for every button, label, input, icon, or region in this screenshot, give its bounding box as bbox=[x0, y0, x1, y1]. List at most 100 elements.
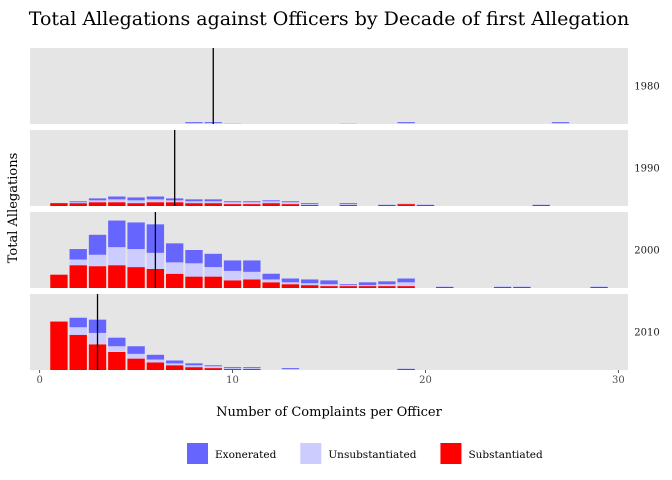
legend-key-unsubstantiated bbox=[300, 443, 322, 464]
bar-exonerated-x11 bbox=[243, 201, 261, 203]
bar-unsubstantiated-x3 bbox=[88, 200, 107, 203]
bar-unsubstantiated-x8 bbox=[185, 123, 203, 124]
bar-exonerated-x16 bbox=[339, 284, 357, 286]
strip-label: 1980 bbox=[634, 82, 659, 93]
bar-substantiated-x8 bbox=[185, 367, 203, 370]
bar-substantiated-x6 bbox=[146, 362, 165, 370]
bar-exonerated-x27 bbox=[551, 122, 570, 124]
bar-exonerated-x3 bbox=[88, 234, 107, 255]
bar-unsubstantiated-x13 bbox=[281, 202, 300, 205]
bar-unsubstantiated-x9 bbox=[204, 366, 222, 369]
bar-exonerated-x8 bbox=[185, 122, 203, 124]
facet-panel-2000: 2000 bbox=[30, 212, 660, 288]
bar-substantiated-x8 bbox=[185, 276, 203, 288]
bar-substantiated-x1 bbox=[50, 321, 68, 370]
bar-exonerated-x10 bbox=[223, 260, 242, 271]
bar-unsubstantiated-x2 bbox=[69, 259, 87, 266]
bar-unsubstantiated-x13 bbox=[281, 369, 300, 370]
bar-unsubstantiated-x10 bbox=[223, 123, 242, 124]
bar-unsubstantiated-x26 bbox=[532, 204, 550, 206]
bar-unsubstantiated-x24 bbox=[493, 286, 512, 288]
bar-substantiated-x29 bbox=[590, 287, 608, 288]
bar-exonerated-x4 bbox=[108, 220, 126, 248]
bar-exonerated-x8 bbox=[185, 363, 203, 366]
bar-substantiated-x10 bbox=[223, 280, 242, 288]
bar-substantiated-x20 bbox=[416, 205, 435, 206]
bar-unsubstantiated-x8 bbox=[185, 263, 203, 277]
bar-unsubstantiated-x16 bbox=[339, 285, 357, 287]
bar-substantiated-x16 bbox=[339, 205, 357, 206]
bar-unsubstantiated-x6 bbox=[146, 199, 165, 203]
bar-unsubstantiated-x8 bbox=[185, 201, 203, 204]
bar-exonerated-x6 bbox=[146, 196, 165, 200]
bar-exonerated-x12 bbox=[262, 200, 280, 202]
bar-substantiated-x2 bbox=[69, 265, 87, 288]
x-axis-title: Number of Complaints per Officer bbox=[216, 405, 442, 420]
y-axis-title: Total Allegations bbox=[6, 153, 21, 263]
panel-background bbox=[30, 48, 628, 124]
bar-unsubstantiated-x29 bbox=[590, 286, 608, 288]
bar-exonerated-x9 bbox=[204, 253, 222, 268]
bar-unsubstantiated-x11 bbox=[243, 202, 261, 205]
bar-substantiated-x9 bbox=[204, 368, 222, 370]
bar-substantiated-x9 bbox=[204, 203, 222, 206]
bar-unsubstantiated-x5 bbox=[127, 353, 145, 359]
bar-substantiated-x24 bbox=[493, 287, 512, 288]
bar-exonerated-x5 bbox=[127, 222, 145, 250]
bar-exonerated-x14 bbox=[301, 279, 319, 284]
bar-unsubstantiated-x3 bbox=[88, 254, 107, 267]
bar-substantiated-x25 bbox=[513, 287, 531, 288]
bar-unsubstantiated-x14 bbox=[301, 204, 319, 206]
bar-unsubstantiated-x19 bbox=[397, 368, 415, 370]
bar-substantiated-x12 bbox=[262, 282, 280, 288]
bar-unsubstantiated-x19 bbox=[397, 123, 415, 124]
bar-substantiated-x3 bbox=[88, 266, 107, 288]
bar-exonerated-x12 bbox=[262, 273, 280, 280]
bar-unsubstantiated-x16 bbox=[339, 204, 357, 206]
legend: Exonerated Unsubstantiated Substantiated bbox=[187, 443, 543, 464]
bar-unsubstantiated-x11 bbox=[243, 368, 261, 370]
strip-label: 1990 bbox=[634, 164, 659, 175]
bar-substantiated-x13 bbox=[281, 284, 300, 288]
bar-exonerated-x5 bbox=[127, 197, 145, 201]
bar-unsubstantiated-x10 bbox=[223, 270, 242, 281]
bar-unsubstantiated-x27 bbox=[551, 123, 570, 124]
bar-substantiated-x12 bbox=[262, 203, 280, 206]
bar-exonerated-x8 bbox=[185, 250, 203, 264]
bar-substantiated-x16 bbox=[339, 286, 357, 288]
bar-substantiated-x19 bbox=[397, 369, 415, 370]
bar-exonerated-x2 bbox=[69, 317, 87, 328]
bar-exonerated-x4 bbox=[108, 196, 126, 200]
x-tick-label: 30 bbox=[612, 375, 625, 386]
bar-unsubstantiated-x12 bbox=[262, 279, 280, 283]
bar-unsubstantiated-x13 bbox=[281, 282, 300, 285]
x-tick-label: 0 bbox=[36, 375, 42, 386]
bar-unsubstantiated-x12 bbox=[262, 201, 280, 204]
bar-unsubstantiated-x16 bbox=[339, 123, 357, 124]
facet-panels: 1980 1990 2000 2010 bbox=[30, 48, 660, 370]
bar-substantiated-x10 bbox=[223, 369, 242, 370]
bar-substantiated-x6 bbox=[146, 202, 165, 206]
bar-substantiated-x1 bbox=[50, 274, 68, 288]
legend-key-exonerated bbox=[187, 443, 208, 464]
bar-unsubstantiated-x10 bbox=[223, 368, 242, 370]
bar-exonerated-x5 bbox=[127, 346, 145, 354]
bar-unsubstantiated-x11 bbox=[243, 271, 261, 280]
legend-label-exonerated: Exonerated bbox=[215, 449, 277, 461]
bar-exonerated-x19 bbox=[397, 278, 415, 283]
bar-unsubstantiated-x2 bbox=[69, 327, 87, 335]
bar-exonerated-x13 bbox=[281, 368, 300, 370]
bar-exonerated-x15 bbox=[320, 280, 338, 285]
bar-exonerated-x19 bbox=[397, 122, 415, 124]
bar-exonerated-x10 bbox=[223, 201, 242, 203]
bar-substantiated-x9 bbox=[204, 276, 222, 288]
bar-unsubstantiated-x2 bbox=[69, 202, 87, 204]
bar-substantiated-x2 bbox=[69, 203, 87, 206]
bar-exonerated-x2 bbox=[69, 201, 87, 203]
bar-exonerated-x18 bbox=[378, 281, 396, 285]
chart-title: Total Allegations against Officers by De… bbox=[29, 8, 630, 30]
bar-substantiated-x26 bbox=[532, 205, 550, 206]
bar-unsubstantiated-x8 bbox=[185, 365, 203, 368]
bar-substantiated-x8 bbox=[185, 203, 203, 206]
